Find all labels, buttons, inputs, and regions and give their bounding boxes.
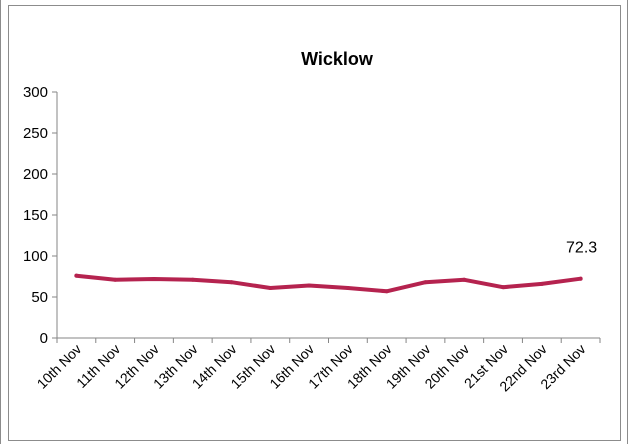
data-point [151, 276, 156, 281]
data-label: 72.3 [566, 240, 597, 257]
data-point [539, 281, 544, 286]
data-point [229, 280, 234, 285]
y-tick-label: 250 [23, 125, 48, 142]
data-point [74, 273, 79, 278]
chart-area [8, 5, 621, 441]
y-tick-label: 200 [23, 166, 48, 183]
data-point [578, 276, 583, 281]
data-point [307, 283, 312, 288]
y-tick-label: 150 [23, 207, 48, 224]
data-point [345, 285, 350, 290]
frame-edge [0, 0, 1, 444]
y-tick-label: 300 [23, 84, 48, 101]
data-point [268, 285, 273, 290]
data-point [113, 277, 118, 282]
data-point [384, 289, 389, 294]
y-tick-label: 0 [40, 330, 48, 347]
series-line [74, 273, 583, 294]
data-point [501, 285, 506, 290]
y-tick-label: 50 [31, 289, 48, 306]
data-point [190, 277, 195, 282]
data-point [423, 280, 428, 285]
data-point [462, 277, 467, 282]
chart-title: Wicklow [301, 49, 374, 69]
y-tick-label: 100 [23, 248, 48, 265]
